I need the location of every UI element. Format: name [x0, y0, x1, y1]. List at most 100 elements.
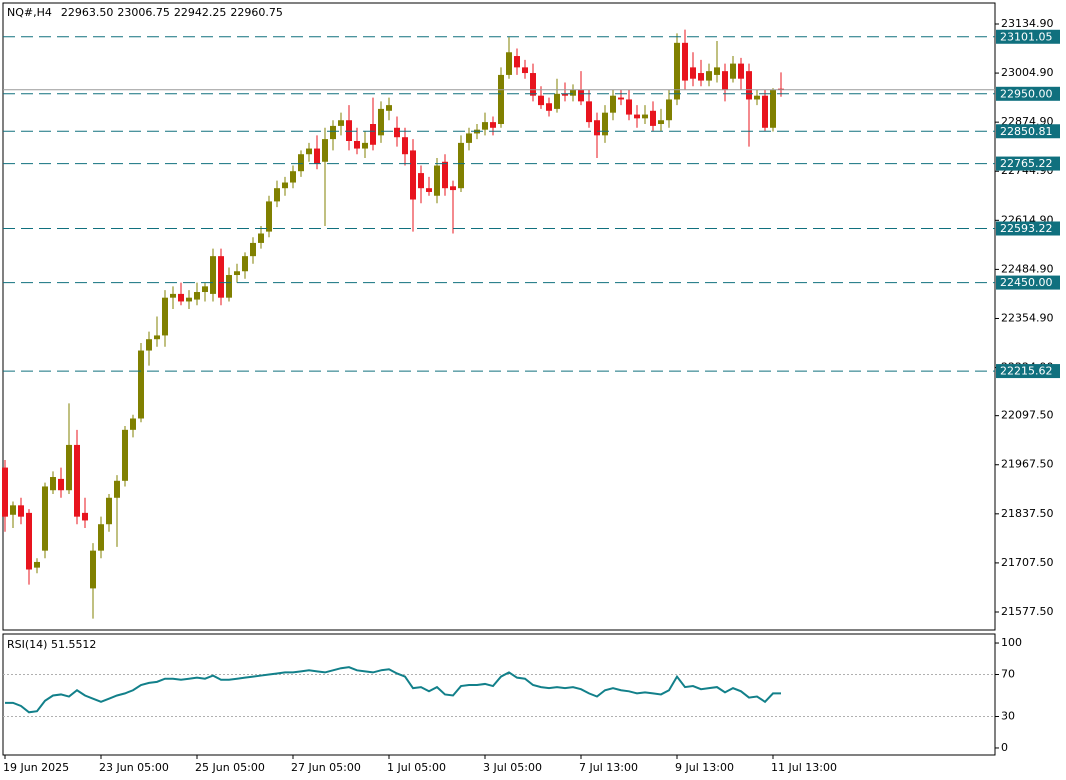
candle-body: [698, 73, 704, 81]
level-label: 23101.05: [1000, 30, 1053, 43]
level-label: 22850.81: [1000, 125, 1053, 138]
candle-body: [770, 90, 776, 128]
candle-body: [274, 188, 280, 202]
candle-body: [370, 124, 376, 145]
candle-body: [530, 73, 536, 96]
candle-body: [634, 114, 640, 119]
candle-body: [354, 140, 360, 149]
candle-body: [418, 173, 424, 189]
candle-body: [242, 256, 248, 272]
candle-body: [682, 42, 688, 81]
level-label: 22765.22: [1000, 157, 1053, 170]
header-high: 23006.75: [117, 6, 170, 19]
candle-body: [74, 444, 80, 517]
candle-body: [498, 74, 504, 125]
rsi-y-tick-label: 100: [1001, 636, 1022, 649]
level-label: 22450.00: [1000, 276, 1053, 289]
candle-body: [482, 122, 488, 130]
candle-body: [650, 110, 656, 126]
candle-body: [114, 480, 120, 498]
candle-body: [146, 339, 152, 351]
candle-body: [426, 188, 432, 192]
x-tick-label: 1 Jul 05:00: [387, 761, 446, 774]
candle-body: [730, 63, 736, 79]
candle-body: [218, 256, 224, 298]
rsi-panel-frame: [2, 633, 996, 756]
level-label-box: [996, 221, 1060, 236]
candle-body: [170, 293, 176, 298]
candle-body: [210, 256, 216, 294]
x-tick-label: 3 Jul 05:00: [483, 761, 542, 774]
candle-body: [234, 271, 240, 276]
candle-body: [322, 139, 328, 162]
candle-body: [282, 182, 288, 189]
candle-body: [138, 350, 144, 419]
candle-body: [434, 165, 440, 196]
chart-header: NQ#,H4 22963.50 23006.75 22942.25 22960.75: [7, 6, 283, 19]
candle-body: [466, 133, 472, 143]
y-tick-label: 21967.50: [1001, 458, 1054, 471]
candle-body: [258, 233, 264, 243]
level-label: 22950.00: [1000, 87, 1053, 100]
candle-body: [266, 201, 272, 232]
y-tick-label: 22354.90: [1001, 311, 1054, 324]
level-label: 22593.22: [1000, 222, 1053, 235]
candle-body: [666, 99, 672, 121]
candle-body: [250, 242, 256, 257]
candle-body: [442, 161, 448, 189]
candle-body: [394, 127, 400, 138]
level-label: 22215.62: [1000, 365, 1053, 378]
candle-body: [10, 505, 16, 515]
candle-body: [506, 52, 512, 75]
candle-body: [602, 112, 608, 136]
header-low: 22942.25: [174, 6, 227, 19]
candle-body: [562, 93, 568, 96]
symbol: NQ#,H4: [7, 6, 52, 19]
candle-body: [762, 95, 768, 128]
y-tick-label: 23134.90: [1001, 17, 1054, 30]
candle-body: [754, 95, 760, 100]
x-tick-label: 19 Jun 2025: [3, 761, 69, 774]
candle-body: [26, 512, 32, 570]
y-tick-label: 21837.50: [1001, 507, 1054, 520]
main-panel-frame: [2, 2, 996, 631]
candle-body: [290, 171, 296, 183]
candle-body: [450, 186, 456, 191]
candle-body: [66, 444, 72, 491]
candle-body: [594, 120, 600, 136]
candle-body: [306, 148, 312, 155]
candle-body: [546, 103, 552, 111]
candle-body: [154, 335, 160, 340]
candle-body: [202, 286, 208, 293]
x-tick-label: 11 Jul 13:00: [771, 761, 837, 774]
x-tick-label: 27 Jun 05:00: [291, 761, 361, 774]
rsi-line: [5, 666, 781, 714]
candle-body: [674, 42, 680, 100]
header-close: 22960.75: [230, 6, 283, 19]
y-tick-label: 21707.50: [1001, 556, 1054, 569]
candle-body: [130, 418, 136, 430]
candle-body: [690, 67, 696, 79]
candle-body: [314, 148, 320, 164]
candle-body: [722, 71, 728, 91]
header-open: 22963.50: [61, 6, 114, 19]
candle-body: [34, 561, 40, 568]
candle-body: [338, 120, 344, 126]
y-tick-label: 23004.90: [1001, 66, 1054, 79]
candle-body: [298, 154, 304, 172]
rsi-y-tick-label: 0: [1001, 741, 1008, 754]
candle-body: [378, 108, 384, 136]
candle-body: [714, 67, 720, 75]
y-tick-label: 21577.50: [1001, 605, 1054, 618]
candle-body: [2, 467, 8, 517]
rsi-y-tick-label: 70: [1001, 668, 1015, 681]
candle-body: [386, 105, 392, 111]
x-tick-label: 23 Jun 05:00: [99, 761, 169, 774]
candle-body: [90, 550, 96, 589]
candle-body: [362, 142, 368, 149]
level-label-box: [996, 29, 1060, 44]
candle-body: [554, 93, 560, 109]
candle-body: [514, 56, 520, 68]
